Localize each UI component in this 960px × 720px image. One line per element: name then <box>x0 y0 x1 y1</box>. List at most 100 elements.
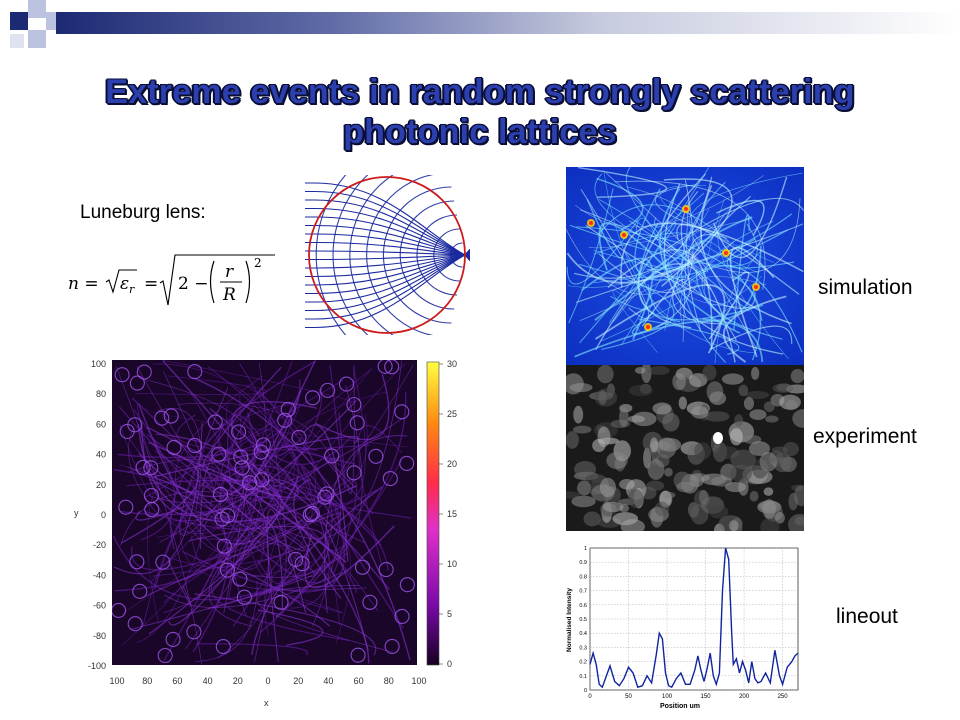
scatterer-circle <box>384 638 400 654</box>
lattice-x-tick-label: 100 <box>411 676 426 686</box>
scatterer-circle <box>143 460 159 476</box>
lineout-x-tick-label: 50 <box>625 694 632 700</box>
light-path <box>155 433 390 591</box>
speckle-blob <box>606 451 628 470</box>
lens-ray <box>305 254 470 329</box>
sim-filament <box>620 222 804 288</box>
lattice-scatterers <box>112 360 415 664</box>
colorbar-tick-label: 25 <box>447 409 457 419</box>
sim-filament <box>729 246 775 358</box>
lineout-y-label: Normalised Intensity <box>566 588 573 652</box>
light-path <box>239 395 289 578</box>
speckle-blob <box>749 490 759 502</box>
speckle-blob <box>734 414 744 427</box>
speckle-blob <box>765 415 779 423</box>
sim-filament <box>710 325 793 350</box>
lineout-y-tick-label: 0.9 <box>579 560 587 566</box>
speckle-blob <box>710 476 733 487</box>
speckle-blob <box>760 518 780 531</box>
sim-filament <box>574 320 764 363</box>
speckle-blob <box>763 401 775 412</box>
light-path <box>136 403 157 461</box>
sim-filament <box>581 257 654 340</box>
scatterer-circle <box>324 448 340 464</box>
speckle-blob <box>771 446 789 454</box>
sim-filament <box>659 188 741 334</box>
sim-filament <box>597 204 730 243</box>
lineout-y-ticks: 0 0.1 0.2 0.3 0.4 0.5 0.6 0.7 0.8 0.9 1 <box>579 546 587 694</box>
scatterer-circle <box>231 424 247 440</box>
lattice-y-tick-label: 80 <box>96 389 106 399</box>
scatterer-circle <box>127 616 143 632</box>
lattice-x-tick-label: 20 <box>293 676 303 686</box>
speckle-blob <box>792 409 804 428</box>
speckle-blob <box>594 388 618 407</box>
lineout-y-tick-label: 0.5 <box>579 617 587 623</box>
lens-wavefront <box>399 200 455 310</box>
speckle-blob <box>763 487 774 496</box>
speckle-blob <box>619 406 629 428</box>
simulation-image <box>566 167 804 365</box>
sim-filament <box>698 292 737 325</box>
lineout-label: lineout <box>836 605 898 628</box>
speckle-blob <box>779 394 801 410</box>
speckle-blob <box>688 373 708 388</box>
speckle-blob <box>729 428 743 446</box>
scatterer-circle <box>346 397 362 413</box>
scatterer-circle <box>214 511 230 527</box>
scatterer-circle <box>135 459 151 476</box>
light-path <box>135 504 190 521</box>
scatterer-circle <box>155 554 171 570</box>
speckle-blob <box>627 489 644 509</box>
scatterer-circle <box>187 364 203 380</box>
scatterer-circle <box>377 360 393 374</box>
sim-filament <box>716 199 765 236</box>
speckle-blob <box>743 397 755 411</box>
lattice-y-tick-label: -80 <box>93 631 106 641</box>
scatterer-circle <box>114 367 130 383</box>
lineout-y-tick-label: 0.2 <box>579 660 587 666</box>
sim-filament <box>610 250 653 311</box>
scatterer-circle <box>255 437 271 453</box>
lens-wavefront <box>315 175 347 335</box>
header-decoration <box>0 0 960 58</box>
scatterer-circle <box>144 501 160 518</box>
light-path <box>301 465 404 629</box>
light-path <box>140 400 357 517</box>
speckle-blob <box>790 369 804 384</box>
header-square <box>10 34 24 48</box>
speckle-blob <box>772 383 794 393</box>
speckle-blob <box>694 442 711 460</box>
lineout-y-tick-label: 0 <box>584 688 587 694</box>
sim-filament <box>577 167 668 198</box>
light-path <box>226 405 256 495</box>
experiment-label: experiment <box>813 425 917 448</box>
lattice-y-tick-label: -20 <box>93 540 106 550</box>
sim-filament <box>637 222 764 321</box>
sim-filament <box>603 170 757 354</box>
light-path <box>251 486 383 656</box>
scatterer-circle <box>129 375 145 391</box>
scatterer-circle <box>119 423 135 439</box>
sim-hotspot-core <box>622 233 626 237</box>
colorbar-tick-label: 5 <box>447 609 452 619</box>
light-path <box>263 362 407 637</box>
lineout-y-tick-label: 0.1 <box>579 674 587 680</box>
lineout-y-tick-label: 0.6 <box>579 603 587 609</box>
formula-lhs: n = <box>68 274 99 294</box>
luneburg-lens-figure <box>305 175 470 335</box>
speckle-blob <box>620 519 645 531</box>
sim-filament <box>703 199 763 306</box>
lattice-x-tick-label: 100 <box>109 676 124 686</box>
speckle-blob <box>678 396 687 410</box>
light-path <box>163 571 343 608</box>
sim-filament <box>579 222 677 344</box>
sim-filament <box>659 185 775 263</box>
light-path <box>170 360 317 550</box>
lens-ray <box>305 254 470 320</box>
scatterer-circle <box>232 571 248 587</box>
lattice-x-tick-label: 40 <box>323 676 333 686</box>
speckle-blob <box>702 365 717 381</box>
lattice-y-tick-label: -60 <box>93 601 106 611</box>
